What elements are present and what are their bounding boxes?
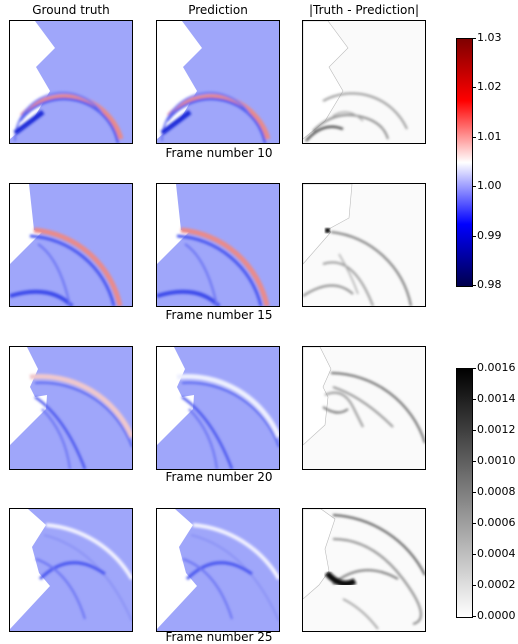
prediction-panel-frame-15 bbox=[156, 183, 280, 307]
column-title-prediction: Prediction bbox=[188, 3, 248, 17]
field-colorbar-tick: 1.01 bbox=[473, 130, 502, 143]
field-colorbar-tick: 1.02 bbox=[473, 80, 502, 93]
error-colorbar-tick: 0.0012 bbox=[473, 423, 516, 436]
difference-panel-frame-10 bbox=[302, 20, 426, 144]
column-title-ground-truth: Ground truth bbox=[32, 3, 110, 17]
field-colorbar-tick: 1.03 bbox=[473, 31, 502, 44]
frame-label-15: Frame number 15 bbox=[165, 308, 273, 322]
column-title-difference: |Truth - Prediction| bbox=[308, 3, 420, 17]
prediction-panel-frame-20 bbox=[156, 346, 280, 470]
error-colorbar-tick: 0.0016 bbox=[473, 361, 516, 374]
ground-truth-panel-frame-20 bbox=[9, 346, 133, 470]
field-colorbar-tick: 0.99 bbox=[473, 229, 502, 242]
frame-label-25: Frame number 25 bbox=[165, 630, 273, 644]
error-colorbar-tick: 0.0008 bbox=[473, 485, 516, 498]
frame-label-20: Frame number 20 bbox=[165, 470, 273, 484]
frame-label-10: Frame number 10 bbox=[165, 146, 273, 160]
field-colorbar-tick: 0.98 bbox=[473, 278, 502, 291]
difference-panel-frame-25 bbox=[302, 508, 426, 632]
prediction-panel-frame-10 bbox=[156, 20, 280, 144]
error-colorbar-tick: 0.0014 bbox=[473, 392, 516, 405]
field-colorbar bbox=[456, 38, 473, 287]
error-colorbar-tick: 0.0000 bbox=[473, 609, 516, 622]
error-colorbar-tick: 0.0010 bbox=[473, 454, 516, 467]
difference-panel-frame-20 bbox=[302, 346, 426, 470]
ground-truth-panel-frame-15 bbox=[9, 183, 133, 307]
ground-truth-panel-frame-10 bbox=[9, 20, 133, 144]
ground-truth-panel-frame-25 bbox=[9, 508, 133, 632]
prediction-panel-frame-25 bbox=[156, 508, 280, 632]
field-colorbar-tick: 1.00 bbox=[473, 179, 502, 192]
error-colorbar-tick: 0.0002 bbox=[473, 578, 516, 591]
error-colorbar-tick: 0.0006 bbox=[473, 516, 516, 529]
error-colorbar bbox=[456, 368, 473, 618]
error-colorbar-tick: 0.0004 bbox=[473, 547, 516, 560]
difference-panel-frame-15 bbox=[302, 183, 426, 307]
